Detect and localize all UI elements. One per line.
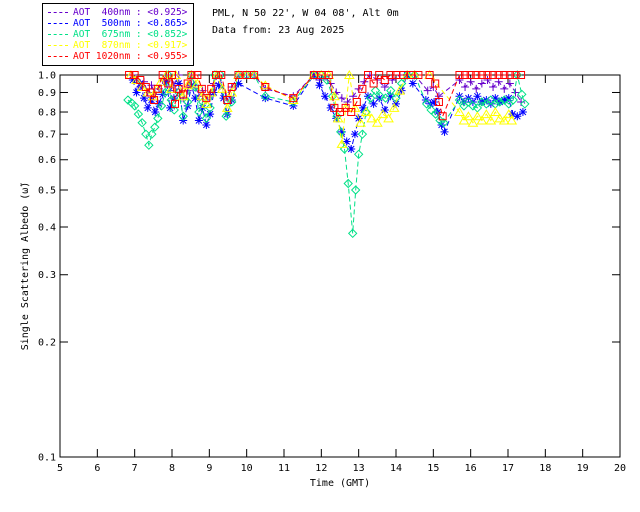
- y-tick-label: 1.0: [38, 71, 56, 82]
- y-tick-label: 0.6: [38, 155, 56, 166]
- x-axis-title: Time (GMT): [310, 478, 370, 489]
- x-tick-label: 14: [390, 463, 402, 474]
- x-tick-label: 10: [241, 463, 253, 474]
- station-title: PML, N 50 22', W 04 08', Alt 0m: [212, 8, 399, 19]
- x-tick-label: 5: [57, 463, 63, 474]
- x-tick-label: 9: [206, 463, 212, 474]
- square-markers: [125, 71, 526, 121]
- series-aot-1020nm: [125, 71, 526, 121]
- x-tick-label: 6: [94, 463, 100, 474]
- data-date: Data from: 23 Aug 2025: [212, 25, 345, 36]
- y-tick-label: 0.3: [38, 270, 56, 281]
- legend-dash-sample: [48, 56, 68, 57]
- legend-label: AOT 400nm : <0.925>: [73, 7, 188, 18]
- x-tick-label: 8: [169, 463, 175, 474]
- x-tick-label: 19: [577, 463, 589, 474]
- series-line: [129, 73, 522, 118]
- y-tick-label: 0.5: [38, 185, 56, 196]
- x-tick-label: 7: [132, 463, 138, 474]
- y-tick-label: 0.1: [38, 453, 56, 464]
- y-tick-label: 0.4: [38, 223, 56, 234]
- x-tick-label: 11: [278, 463, 290, 474]
- legend-box: AOT 400nm : <0.925> AOT 500nm : <0.865> …: [42, 3, 195, 66]
- x-tick-label: 13: [353, 463, 365, 474]
- x-tick-label: 12: [315, 463, 327, 474]
- y-tick-label: 0.9: [38, 88, 56, 99]
- legend-label: AOT 675nm : <0.852>: [73, 29, 188, 40]
- x-axis: 5 6 7 8 9 10 11 12 13 14 15 16 17 18 19 20 Time (GMT): [57, 75, 626, 489]
- legend-dash-sample: [48, 45, 68, 46]
- y-tick-label: 0.8: [38, 108, 56, 119]
- x-tick-label: 15: [427, 463, 439, 474]
- legend-dash-sample: [48, 23, 68, 24]
- x-tick-label: 17: [502, 463, 514, 474]
- y-axis-title: Single Scattering Albedo (ω̃): [19, 182, 31, 351]
- legend-entry-870nm: AOT 870nm : <0.917>: [48, 40, 187, 51]
- y-tick-label: 0.7: [38, 130, 56, 141]
- series-line: [130, 73, 513, 144]
- x-tick-label: 20: [614, 463, 626, 474]
- x-tick-label: 18: [539, 463, 551, 474]
- y-axis: 1.0 0.9 0.8 0.7 0.6 0.5 0.4 0.3 0.2 0.1 Single Sca…: [19, 71, 620, 464]
- legend-entry-500nm: AOT 500nm : <0.865>: [48, 18, 187, 29]
- y-tick-label: 0.2: [38, 338, 56, 349]
- legend-label: AOT 870nm : <0.917>: [73, 40, 188, 51]
- legend-dash-sample: [48, 34, 68, 35]
- x-tick-label: 16: [465, 463, 477, 474]
- plot-frame: [59, 74, 621, 458]
- legend-dash-sample: [48, 12, 68, 13]
- legend-label: AOT 500nm : <0.865>: [73, 18, 188, 29]
- legend-entry-400nm: AOT 400nm : <0.925>: [48, 7, 187, 18]
- legend-entry-675nm: AOT 675nm : <0.852>: [48, 29, 187, 40]
- legend-entry-1020nm: AOT 1020nm : <0.955>: [48, 51, 187, 62]
- legend-label: AOT 1020nm : <0.955>: [73, 51, 188, 62]
